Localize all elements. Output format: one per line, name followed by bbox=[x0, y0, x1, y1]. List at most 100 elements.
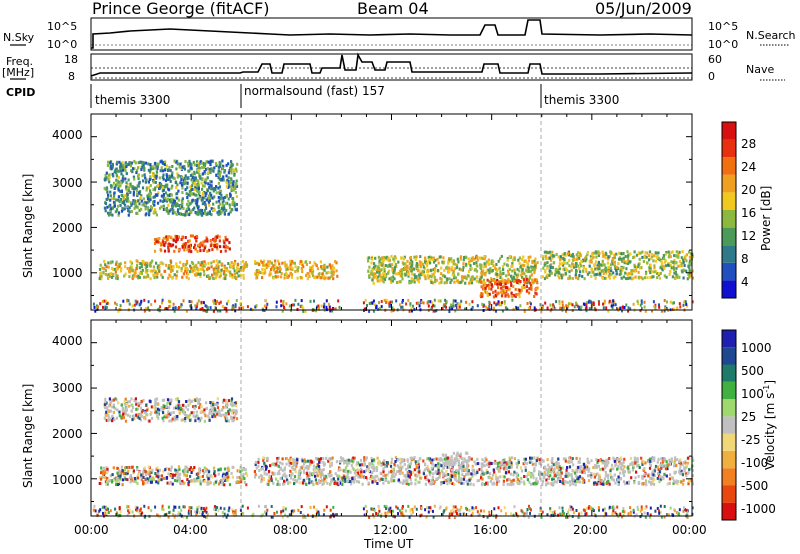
scatter-cell bbox=[620, 266, 623, 270]
scatter-cell bbox=[675, 307, 678, 310]
scatter-cell bbox=[375, 276, 378, 280]
scatter-cell bbox=[490, 287, 493, 291]
scatter-cell bbox=[164, 236, 167, 240]
scatter-cell bbox=[653, 254, 656, 258]
scatter-cell bbox=[204, 181, 207, 185]
scatter-cell bbox=[327, 276, 330, 280]
scatter-cell bbox=[410, 307, 413, 311]
scatter-cell bbox=[301, 481, 305, 485]
scatter-cell bbox=[202, 161, 205, 165]
scatter-cell bbox=[334, 472, 337, 476]
scatter-cell bbox=[215, 164, 218, 168]
scatter-cell bbox=[204, 304, 207, 308]
scatter-cell bbox=[565, 267, 568, 271]
scatter-cell bbox=[676, 482, 679, 486]
scatter-cell bbox=[498, 279, 501, 283]
scatter-cell bbox=[234, 303, 237, 307]
scatter-cell bbox=[289, 263, 292, 267]
scatter-cell bbox=[325, 271, 328, 275]
scatter-cell bbox=[189, 185, 192, 189]
scatter-cell bbox=[225, 174, 228, 178]
scatter-cell bbox=[149, 208, 152, 212]
scatter-cell bbox=[155, 480, 158, 484]
scatter-cell bbox=[202, 267, 205, 271]
scatter-cell bbox=[544, 270, 547, 274]
scatter-cell bbox=[203, 412, 206, 416]
scatter-cell bbox=[325, 299, 328, 303]
scatter-cell bbox=[134, 400, 137, 404]
scatter-cell bbox=[583, 277, 586, 281]
scatter-cell bbox=[558, 478, 561, 482]
scatter-cell bbox=[530, 460, 533, 464]
scatter-cell bbox=[506, 286, 509, 290]
scatter-cell bbox=[115, 479, 118, 483]
scatter-cell bbox=[109, 160, 112, 164]
scatter-cell bbox=[291, 303, 294, 307]
scatter-cell bbox=[203, 208, 206, 212]
scatter-cell bbox=[555, 461, 558, 464]
scatter-cell bbox=[221, 408, 224, 412]
scatter-cell bbox=[214, 276, 217, 280]
scatter-cell bbox=[210, 261, 213, 265]
scatter-cell bbox=[195, 479, 199, 483]
scatter-cell bbox=[117, 195, 120, 199]
scatter-cell bbox=[236, 271, 239, 275]
scatter-cell bbox=[657, 251, 660, 255]
scatter-cell bbox=[163, 415, 166, 419]
scatter-cell bbox=[584, 307, 587, 311]
scatter-cell bbox=[174, 245, 178, 249]
scatter-cell bbox=[197, 399, 200, 403]
scatter-cell bbox=[158, 265, 161, 269]
scatter-cell bbox=[148, 178, 151, 181]
scatter-cell bbox=[315, 309, 318, 313]
scatter-cell bbox=[218, 202, 221, 206]
scatter-cell bbox=[179, 206, 182, 210]
scatter-cell bbox=[187, 277, 190, 281]
cpid-panel bbox=[90, 84, 542, 108]
scatter-cell bbox=[429, 300, 432, 304]
scatter-cell bbox=[242, 268, 245, 272]
scatter-cell bbox=[224, 399, 227, 402]
scatter-cell bbox=[323, 277, 326, 281]
scatter-cell bbox=[283, 276, 286, 280]
scatter-cell bbox=[245, 263, 249, 267]
scatter-cell bbox=[195, 239, 198, 243]
scatter-cell bbox=[397, 260, 400, 264]
scatter-cell bbox=[406, 264, 409, 268]
scatter-cell bbox=[445, 469, 448, 473]
scatter-cell bbox=[322, 479, 325, 483]
scatter-cell bbox=[217, 269, 220, 273]
scatter-cell bbox=[471, 464, 474, 468]
scatter-cell bbox=[195, 477, 199, 481]
scatter-cell bbox=[578, 460, 581, 464]
scatter-cell bbox=[533, 269, 536, 273]
scatter-cell bbox=[395, 299, 398, 303]
scatter-cell bbox=[126, 400, 129, 404]
scatter-cell bbox=[124, 466, 127, 470]
scatter-cell bbox=[394, 456, 397, 460]
scatter-cell bbox=[523, 272, 526, 276]
scatter-cell bbox=[137, 404, 140, 407]
scatter-cell bbox=[637, 482, 640, 485]
scatter-cell bbox=[663, 274, 666, 278]
scatter-cell bbox=[541, 482, 544, 486]
scatter-cell bbox=[175, 212, 178, 216]
scatter-cell bbox=[471, 256, 474, 260]
scatter-cell bbox=[138, 266, 141, 270]
scatter-cell bbox=[192, 414, 195, 418]
scatter-cell bbox=[168, 467, 171, 471]
scatter-cell bbox=[129, 414, 132, 418]
scatter-cell bbox=[201, 469, 204, 473]
scatter-cell bbox=[133, 177, 136, 181]
scatter-cell bbox=[502, 268, 505, 272]
scatter-cell bbox=[235, 404, 238, 408]
scatter-cell bbox=[171, 417, 174, 421]
scatter-cell bbox=[126, 199, 129, 203]
scatter-cell bbox=[189, 264, 192, 268]
scatter-cell bbox=[640, 301, 643, 305]
scatter-cell bbox=[167, 245, 170, 249]
scatter-cell bbox=[148, 470, 151, 474]
scatter-cell bbox=[525, 277, 528, 281]
scatter-cell bbox=[222, 239, 225, 243]
scatter-cell bbox=[166, 401, 169, 405]
